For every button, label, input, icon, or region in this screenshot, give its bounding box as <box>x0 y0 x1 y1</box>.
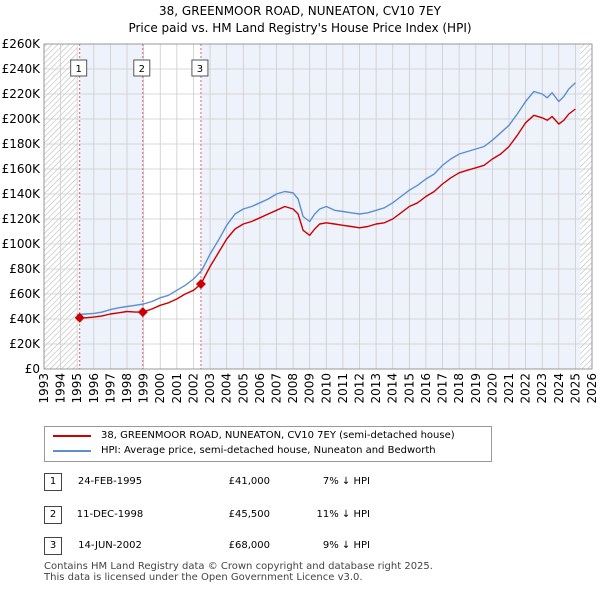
transaction-number: 3 <box>44 537 62 555</box>
sale-marker-box <box>191 59 209 77</box>
x-tick-label: 2011 <box>336 373 350 404</box>
sale-marker-label: 3 <box>197 64 203 75</box>
x-tick-label: 1993 <box>37 373 51 404</box>
sale-marker-box <box>70 59 88 77</box>
hpi-line <box>77 82 576 316</box>
legend: 38, GREENMOOR ROAD, NUNEATON, CV10 7EY (… <box>44 426 492 462</box>
x-tick-label: 1995 <box>70 373 84 404</box>
x-tick-label: 1994 <box>54 373 68 404</box>
transaction-date: 24-FEB-1995 <box>77 476 143 487</box>
transaction-row: 3 14-JUN-2002 £68,000 9% ↓ HPI <box>0 537 600 557</box>
y-tick-label: £120K <box>2 212 42 226</box>
sale-marker-label: 2 <box>139 64 145 75</box>
x-tick-label: 2019 <box>469 373 483 404</box>
x-tick-label: 2020 <box>485 373 499 404</box>
y-tick-label: £140K <box>2 187 42 201</box>
x-tick-label: 2004 <box>220 373 234 404</box>
transaction-hpi-diff: 9% ↓ HPI <box>322 540 370 551</box>
legend-item-property: 38, GREENMOOR ROAD, NUNEATON, CV10 7EY (… <box>53 430 455 441</box>
transaction-date: 14-JUN-2002 <box>78 540 142 551</box>
y-tick-label: £20K <box>9 337 41 351</box>
y-tick-label: £60K <box>9 287 41 301</box>
x-tick-label: 2000 <box>153 373 167 404</box>
legend-item-hpi: HPI: Average price, semi-detached house,… <box>53 445 436 456</box>
x-tick-label: 2023 <box>535 373 549 404</box>
x-tick-label: 2026 <box>585 373 599 404</box>
transaction-price: £41,000 <box>228 476 270 487</box>
legend-label-property: 38, GREENMOOR ROAD, NUNEATON, CV10 7EY (… <box>101 430 455 441</box>
x-tick-label: 1997 <box>103 373 117 404</box>
transaction-number: 1 <box>44 473 62 491</box>
sale-point <box>195 279 206 289</box>
x-tick-label: 2017 <box>436 373 450 404</box>
x-tick-label: 2025 <box>568 373 582 404</box>
x-tick-label: 2018 <box>452 373 466 404</box>
y-tick-label: £0 <box>25 362 40 376</box>
x-tick-label: 2016 <box>419 373 433 404</box>
y-tick-label: £160K <box>2 162 42 176</box>
x-tick-label: 2010 <box>319 373 333 404</box>
x-tick-label: 2006 <box>253 373 267 404</box>
x-tick-label: 2005 <box>236 373 250 404</box>
y-tick-label: £260K <box>2 37 42 51</box>
property-line <box>79 108 576 319</box>
y-tick-label: £240K <box>2 62 42 76</box>
footer-licence: This data is licensed under the Open Gov… <box>44 572 363 583</box>
y-tick-label: £200K <box>2 112 42 126</box>
y-tick-label: £180K <box>2 137 42 151</box>
y-tick-label: £100K <box>2 237 42 251</box>
transaction-date: 11-DEC-1998 <box>76 509 144 520</box>
plot-frame <box>43 43 593 370</box>
transaction-number: 2 <box>44 506 62 524</box>
x-tick-label: 2012 <box>353 373 367 404</box>
transaction-price: £68,000 <box>228 540 270 551</box>
x-tick-label: 2024 <box>552 373 566 404</box>
legend-swatch-property <box>53 434 91 437</box>
chart-title: 38, GREENMOOR ROAD, NUNEATON, CV10 7EY <box>159 4 441 18</box>
x-tick-label: 2021 <box>502 373 516 404</box>
transaction-price: £45,500 <box>228 509 270 520</box>
chart-subtitle: Price paid vs. HM Land Registry's House … <box>128 21 472 35</box>
transaction-hpi-diff: 7% ↓ HPI <box>322 476 370 487</box>
shaded-range <box>79 44 143 369</box>
x-tick-label: 1998 <box>120 373 134 404</box>
hatched-range <box>580 44 592 369</box>
x-tick-label: 2014 <box>386 373 400 404</box>
x-tick-label: 2009 <box>303 373 317 404</box>
transaction-hpi-diff: 11% ↓ HPI <box>316 509 370 520</box>
y-tick-label: £40K <box>9 312 41 326</box>
transaction-row: 2 11-DEC-1998 £45,500 11% ↓ HPI <box>0 506 600 526</box>
sale-marker-box <box>133 59 151 77</box>
x-tick-label: 2008 <box>286 373 300 404</box>
legend-swatch-hpi <box>53 449 91 452</box>
footer-copyright: Contains HM Land Registry data © Crown c… <box>44 561 433 572</box>
x-tick-label: 2007 <box>269 373 283 404</box>
x-tick-label: 1999 <box>137 373 151 404</box>
price-chart: £0 £20K £40K £60K £80K £100K £120K £140K £160K £1… <box>2 37 599 404</box>
transaction-row: 1 24-FEB-1995 £41,000 7% ↓ HPI <box>0 473 600 493</box>
x-tick-label: 2013 <box>369 373 383 404</box>
x-tick-label: 2015 <box>402 373 416 404</box>
sale-marker-label: 1 <box>76 64 82 75</box>
x-tick-label: 2003 <box>203 373 217 404</box>
x-tick-label: 1996 <box>87 373 101 404</box>
x-tick-label: 2002 <box>186 373 200 404</box>
y-tick-label: £80K <box>9 262 41 276</box>
sale-point <box>137 307 148 318</box>
y-tick-label: £220K <box>2 87 42 101</box>
shaded-range <box>200 44 581 369</box>
legend-label-hpi: HPI: Average price, semi-detached house,… <box>101 445 436 456</box>
x-tick-label: 2001 <box>170 373 184 404</box>
x-tick-label: 2022 <box>519 373 533 404</box>
